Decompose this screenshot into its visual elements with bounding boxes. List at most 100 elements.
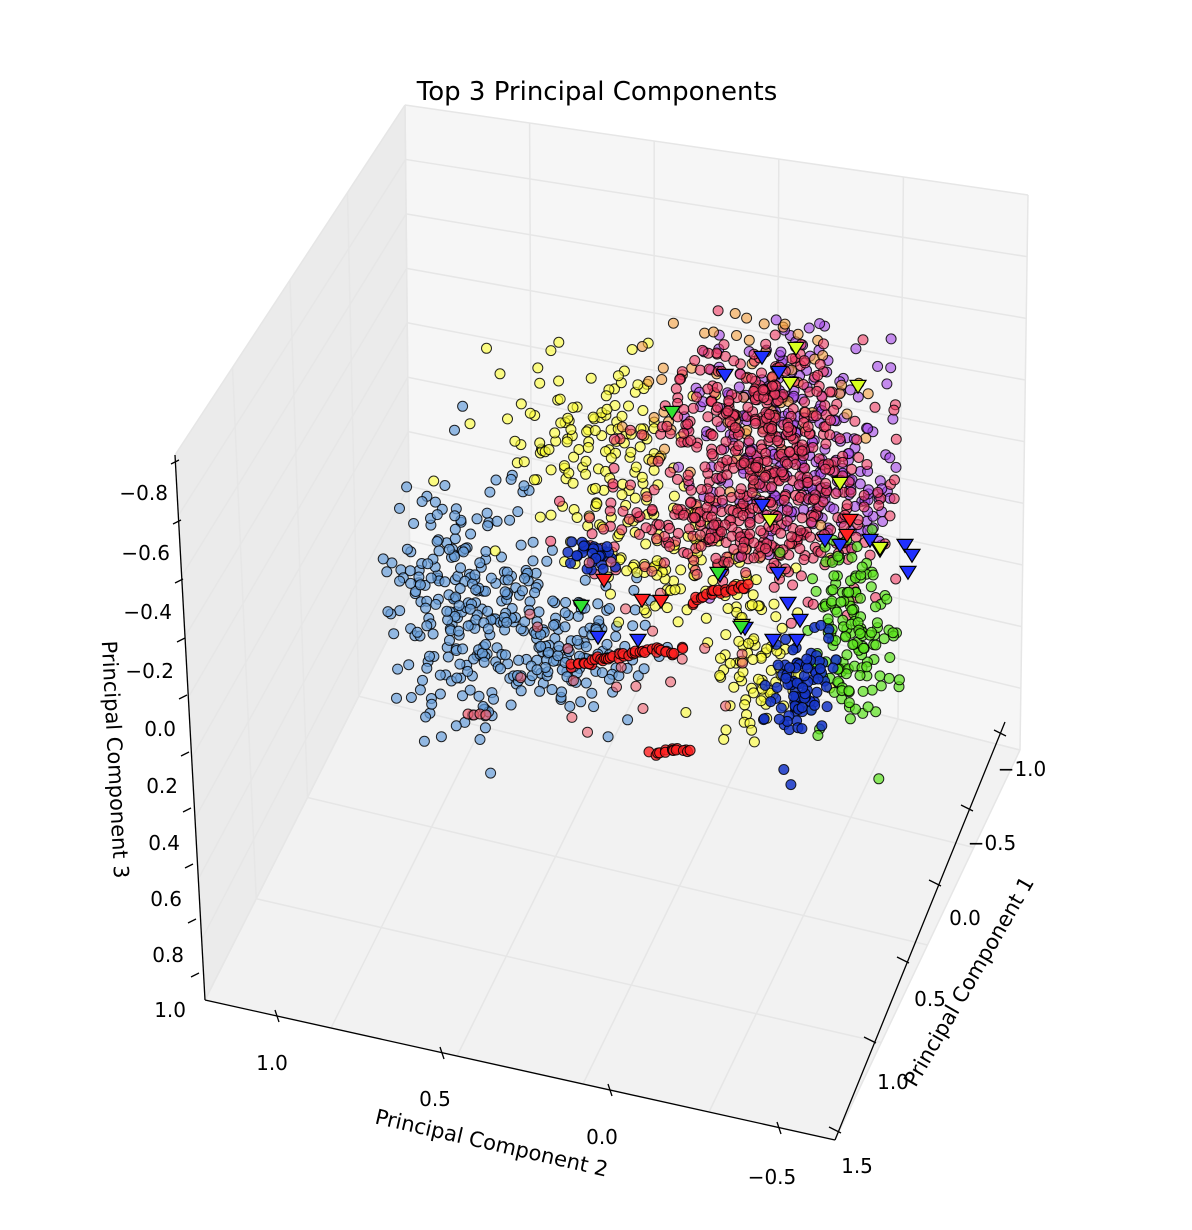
scatter-point [844, 713, 856, 725]
triangle-marker [895, 538, 915, 554]
scatter-point [704, 532, 716, 544]
scatter-point [685, 435, 697, 446]
scatter-point [775, 346, 787, 358]
triangle-marker [662, 405, 682, 421]
scatter-point [711, 415, 723, 427]
scatter-point [841, 649, 853, 661]
scatter-point [702, 383, 714, 395]
scatter-point [759, 679, 771, 691]
scatter-point [583, 557, 595, 569]
scatter-point [769, 329, 781, 341]
scatter-point [776, 466, 788, 478]
scatter-point [768, 581, 780, 593]
scatter-point [750, 574, 762, 586]
scatter-point [586, 528, 598, 540]
scatter-point [797, 682, 809, 694]
scatter-point [885, 362, 897, 374]
scatter-point [678, 509, 690, 521]
scatter-point [429, 496, 441, 508]
scatter-point [815, 519, 827, 531]
scatter-point [421, 620, 433, 632]
triangle-marker [837, 528, 857, 544]
scatter-point [847, 639, 859, 651]
scatter-point [788, 690, 800, 702]
scatter-point [747, 589, 759, 601]
scatter-point [694, 529, 706, 541]
scatter-point [766, 481, 778, 493]
scatter-point [615, 661, 627, 673]
scatter-point [758, 318, 770, 330]
y-tick-mark [439, 1046, 445, 1060]
scatter-point [394, 575, 406, 587]
scatter-point [687, 402, 699, 414]
scatter-point [600, 390, 612, 402]
scatter-point [449, 510, 461, 522]
scatter-point [741, 312, 753, 324]
scatter-point [562, 643, 574, 654]
scatter-point [796, 702, 808, 713]
scatter-point [846, 604, 858, 616]
scatter-point [636, 341, 648, 352]
grid-line [409, 539, 1022, 690]
scatter-point [854, 592, 866, 604]
scatter-point [524, 608, 536, 620]
scatter-point [405, 692, 417, 703]
scatter-point [796, 445, 808, 457]
scatter-point [444, 634, 455, 646]
scatter-point [722, 603, 734, 614]
scatter-point [554, 495, 565, 507]
scatter-point [637, 703, 649, 714]
scatter-point [668, 490, 680, 502]
scatter-point [714, 670, 726, 681]
triangle-marker [752, 498, 772, 514]
scatter-point [547, 595, 559, 607]
scatter-point [535, 640, 547, 652]
scatter-point [820, 478, 832, 489]
x-tick-mark [863, 1036, 877, 1044]
scatter-point [702, 411, 714, 423]
scatter-point [672, 616, 684, 628]
scatter-point [382, 606, 394, 618]
scatter-point [652, 455, 664, 467]
scatter-point [885, 333, 897, 345]
scatter-point [682, 548, 694, 560]
triangle-marker [632, 593, 652, 609]
scatter-point [632, 379, 644, 391]
scatter-point [845, 486, 857, 498]
scatter-point [798, 554, 810, 566]
scatter-point [453, 600, 465, 612]
scatter-point [464, 603, 476, 615]
x-tick-mark [960, 804, 974, 812]
scatter-point [748, 552, 760, 564]
scatter-point [470, 584, 482, 596]
scatter-point [733, 440, 745, 452]
scatter-point [757, 384, 769, 396]
scatter-point [750, 461, 762, 473]
scatter-point [616, 489, 628, 501]
scatter-point [760, 543, 771, 555]
triangle-marker [790, 613, 810, 629]
scatter-point [482, 520, 494, 532]
scatter-point [500, 649, 511, 661]
scatter-point [469, 569, 481, 581]
scatter-point [439, 480, 451, 491]
scatter-point [818, 338, 829, 350]
scatter-point [816, 720, 828, 732]
scatter-point [636, 429, 648, 441]
grid-line [346, 192, 360, 697]
scatter-point [629, 604, 641, 616]
scatter-point [657, 362, 669, 374]
scatter-point [875, 680, 887, 692]
z-tick-label: −0.4 [123, 600, 172, 624]
scatter-point [850, 343, 862, 355]
scatter-point [554, 393, 566, 405]
scatter-point [646, 504, 658, 515]
scatter-point [568, 451, 580, 463]
triangle-marker [708, 566, 728, 582]
scatter-point [746, 487, 758, 499]
scatter-point [771, 435, 783, 447]
scatter-point [685, 497, 696, 509]
scatter-point [814, 358, 826, 370]
scatter-point [534, 377, 546, 389]
scatter-point [428, 475, 440, 487]
